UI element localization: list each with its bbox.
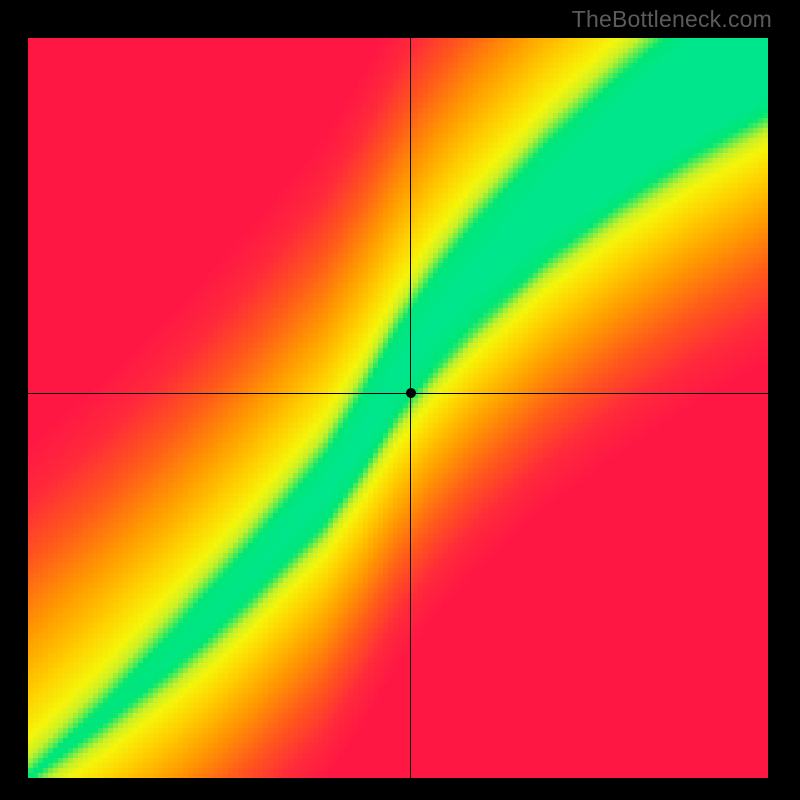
plot-area bbox=[28, 38, 768, 778]
crosshair-vertical bbox=[410, 38, 411, 778]
crosshair-marker bbox=[406, 388, 416, 398]
heatmap-canvas bbox=[28, 38, 768, 778]
crosshair-horizontal bbox=[28, 393, 768, 394]
chart-frame: TheBottleneck.com bbox=[0, 0, 800, 800]
watermark-text: TheBottleneck.com bbox=[572, 6, 772, 33]
